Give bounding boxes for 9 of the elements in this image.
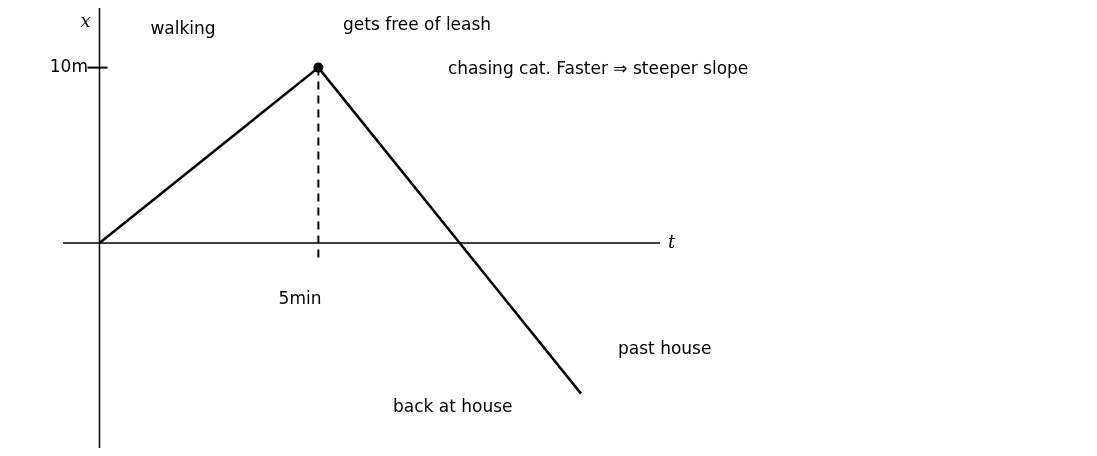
annotation: chasing cat. Faster ⇒ steeper slope xyxy=(448,58,749,79)
annotation: 5min xyxy=(278,288,322,309)
y-axis-title: x xyxy=(80,9,91,31)
annotation: 10m xyxy=(49,56,88,77)
text: back at house xyxy=(393,396,513,417)
text: gets free of leash xyxy=(343,14,492,35)
x-axis-title: t xyxy=(668,230,676,252)
text: past house xyxy=(618,338,712,359)
text: walking xyxy=(150,18,216,39)
